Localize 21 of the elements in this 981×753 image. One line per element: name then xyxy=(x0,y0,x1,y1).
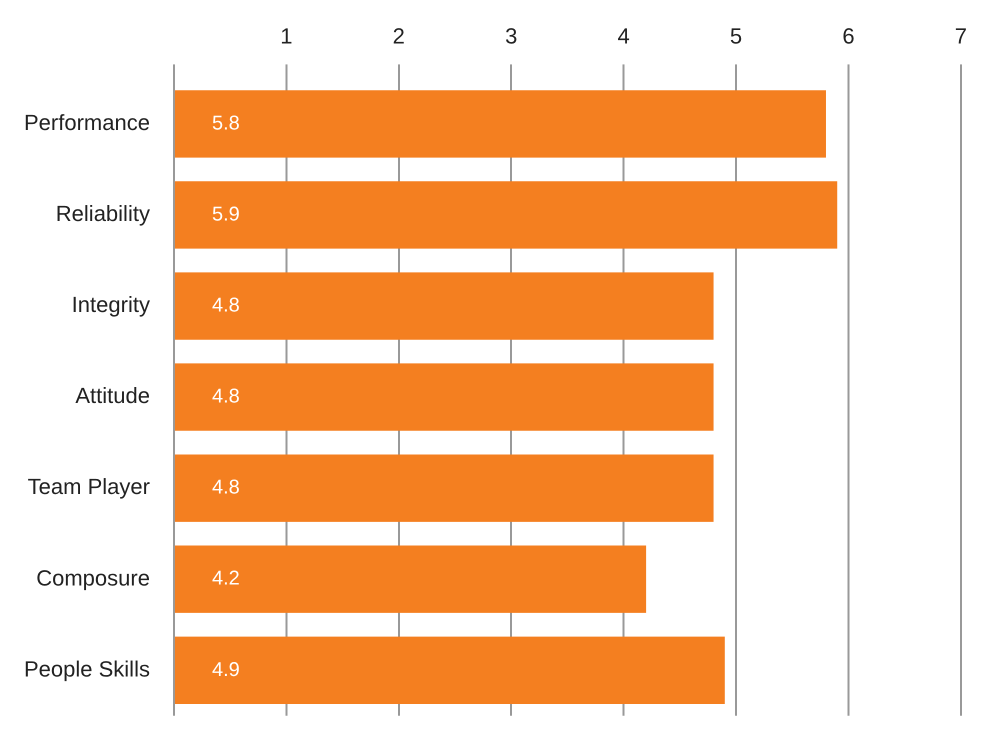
y-tick-label: People Skills xyxy=(24,656,150,682)
data-label: 4.8 xyxy=(212,386,240,408)
data-label: 5.9 xyxy=(212,204,240,226)
data-label: 4.9 xyxy=(212,658,240,681)
data-label: 4.2 xyxy=(212,568,240,590)
x-tick-label: 6 xyxy=(842,23,855,48)
x-tick-label: 3 xyxy=(505,23,518,48)
y-tick-label: Attitude xyxy=(75,383,150,408)
x-tick-label: 5 xyxy=(730,23,742,48)
y-tick-label: Composure xyxy=(36,565,150,590)
y-tick-label: Performance xyxy=(24,110,150,135)
x-tick-label: 4 xyxy=(618,23,630,48)
data-label: 4.8 xyxy=(212,476,240,499)
x-tick-label: 1 xyxy=(280,23,292,48)
y-tick-label: Integrity xyxy=(72,292,150,318)
data-label: 4.8 xyxy=(212,294,240,317)
x-tick-label: 2 xyxy=(392,23,405,48)
y-tick-label: Reliability xyxy=(56,201,150,226)
data-label: 5.8 xyxy=(212,112,240,134)
y-tick-label: Team Player xyxy=(28,474,150,500)
x-tick-label: 7 xyxy=(954,23,968,48)
